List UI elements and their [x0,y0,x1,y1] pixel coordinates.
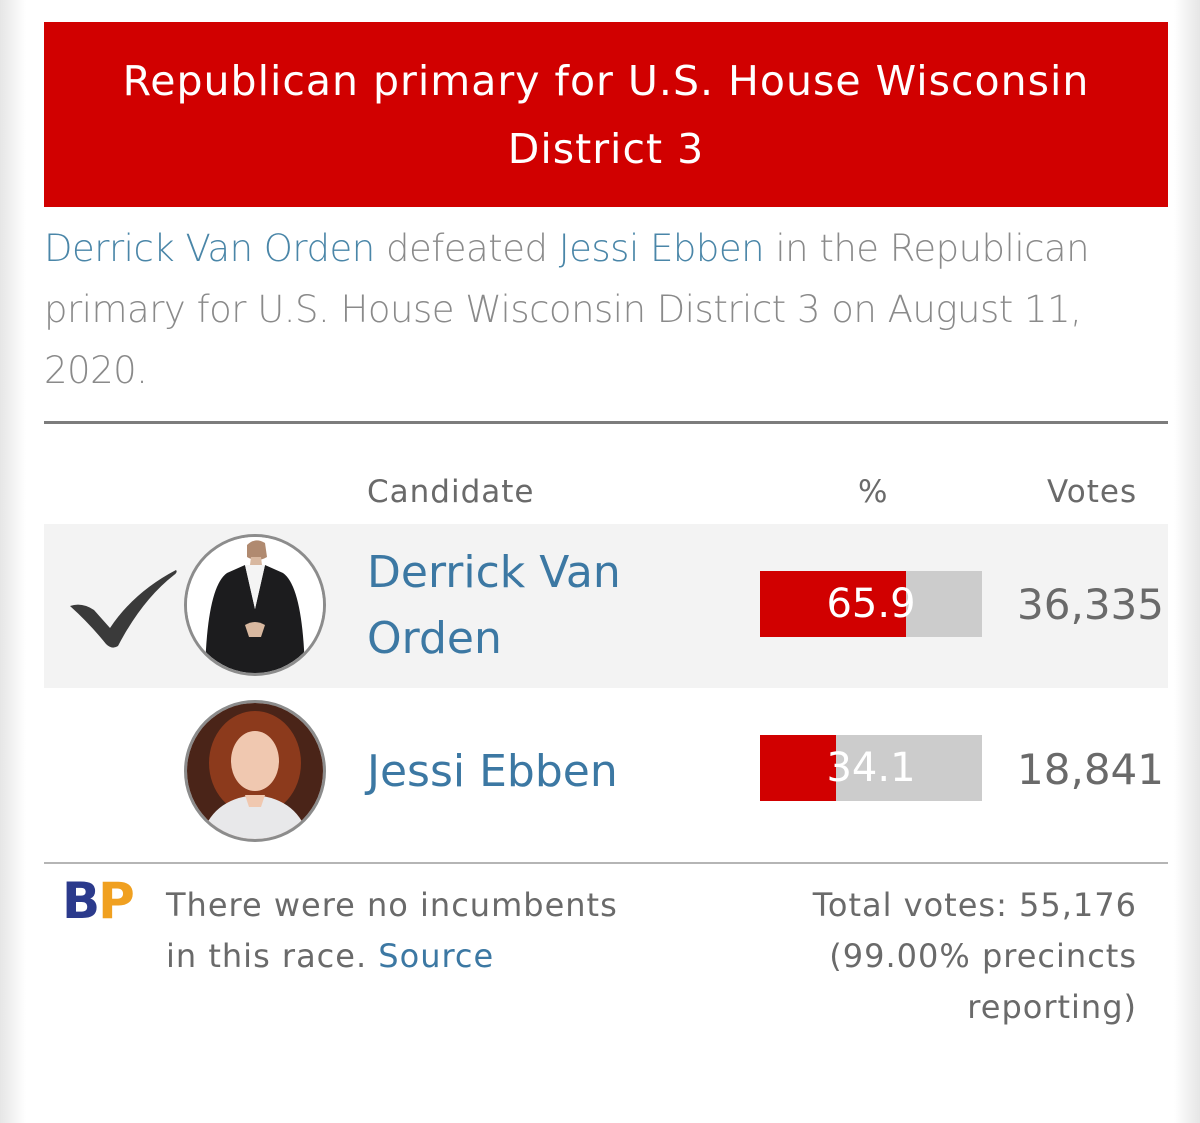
precincts-reporting: (99.00% precincts [829,937,1137,975]
woman-red-hair-avatar-icon[interactable] [184,700,326,842]
man-in-suit-avatar-icon[interactable] [184,534,326,676]
incumbent-note: There were no incumbents in this race. S… [166,886,618,975]
source-link[interactable]: Source [378,937,495,975]
summary-rest: in the Republican primary for U.S. House… [44,227,1090,392]
percent-label: 65.9 [826,581,916,627]
divider-top [44,421,1168,424]
vote-count: 36,335 [1017,580,1164,629]
percent-bar: 34.1 [760,735,982,801]
winner-checkmark-icon [70,570,177,648]
candidate-name-link[interactable]: Jessi Ebben [367,746,618,797]
column-header-percent: % [858,474,889,510]
divider-bottom [44,862,1168,864]
table-row: Jessi Ebben 34.1 18,841 [44,690,1168,854]
total-votes: Total votes: 55,176 [812,886,1137,924]
loser-link[interactable]: Jessi Ebben [558,227,765,270]
total-votes-info: Total votes: 55,176 (99.00% precincts re… [813,880,1137,1033]
column-header-votes: Votes [1047,474,1138,510]
race-title: Republican primary for U.S. House Wiscon… [122,56,1090,173]
percent-bar-fill [760,735,836,801]
column-header-candidate: Candidate [367,474,535,510]
winner-link[interactable]: Derrick Van Orden [44,227,375,270]
percent-bar: 65.9 [760,571,982,637]
vote-count: 18,841 [1017,745,1164,794]
summary-defeated: defeated [385,227,548,270]
race-title-banner: Republican primary for U.S. House Wiscon… [44,22,1168,207]
ballotpedia-logo[interactable]: BP [62,872,135,930]
table-row: Derrick Van Orden 65.9 36,335 [44,524,1168,688]
percent-bar-fill [760,571,907,637]
race-summary: Derrick Van Orden defeated Jessi Ebben i… [44,218,1124,401]
candidate-name-link[interactable]: Derrick Van Orden [367,547,621,664]
percent-label: 34.1 [826,745,916,791]
